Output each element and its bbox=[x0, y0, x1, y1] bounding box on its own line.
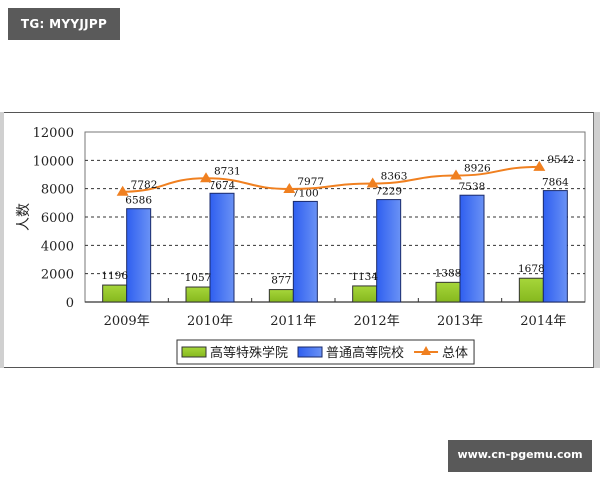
line-value-label: 7782 bbox=[131, 179, 158, 191]
bar-special bbox=[352, 285, 378, 303]
tg-badge: TG: MYYJJPP bbox=[8, 8, 120, 40]
x-tick-label: 2009年 bbox=[104, 314, 150, 329]
bar-special bbox=[518, 277, 544, 303]
bar-value-label: 7229 bbox=[375, 186, 402, 198]
triangle-marker-icon bbox=[283, 182, 296, 193]
bar-regular bbox=[542, 190, 568, 303]
y-tick-label: 2000 bbox=[41, 268, 74, 283]
bar-value-label: 7538 bbox=[459, 181, 486, 193]
legend-label: 普通高等院校 bbox=[326, 345, 404, 361]
bar-value-label: 1196 bbox=[101, 270, 128, 282]
legend-label: 总体 bbox=[442, 346, 468, 361]
legend-swatch-green bbox=[181, 346, 207, 358]
bar-value-label: 1678 bbox=[518, 263, 545, 275]
x-tick-label: 2012年 bbox=[354, 314, 400, 329]
bar-value-label: 1134 bbox=[351, 271, 378, 283]
y-tick-label: 6000 bbox=[41, 211, 74, 226]
bar-special bbox=[268, 289, 294, 303]
bar-value-label: 1388 bbox=[435, 267, 462, 279]
y-tick-label: 8000 bbox=[41, 183, 74, 198]
bar-value-label: 6586 bbox=[125, 195, 152, 207]
bar-special bbox=[185, 286, 211, 303]
legend-swatch-blue bbox=[297, 346, 323, 358]
bar-value-label: 7864 bbox=[542, 177, 569, 189]
x-tick-label: 2011年 bbox=[270, 314, 316, 329]
x-tick-label: 2014年 bbox=[520, 314, 566, 329]
bar-regular bbox=[459, 194, 485, 303]
x-tick-label: 2010年 bbox=[187, 314, 233, 329]
bar-regular bbox=[209, 192, 235, 303]
bar-regular bbox=[126, 208, 152, 303]
triangle-marker-icon bbox=[450, 169, 462, 180]
bar-value-label: 1057 bbox=[185, 272, 212, 284]
triangle-marker-icon bbox=[366, 177, 379, 188]
legend: 高等特殊学院 普通高等院校 总体 bbox=[176, 339, 475, 365]
triangle-marker-icon bbox=[116, 185, 129, 196]
bar-special bbox=[102, 284, 128, 303]
line-value-label: 8926 bbox=[464, 163, 491, 175]
triangle-marker-icon bbox=[533, 160, 546, 171]
triangle-marker-icon bbox=[200, 172, 212, 183]
y-tick-label: 12000 bbox=[33, 126, 74, 141]
line-value-label: 8363 bbox=[381, 171, 408, 183]
y-tick-label: 0 bbox=[66, 296, 74, 311]
watermark-badge: www.cn-pgemu.com bbox=[448, 440, 592, 472]
bar-value-label: 7100 bbox=[292, 187, 319, 199]
bar-value-label: 7674 bbox=[209, 179, 236, 191]
line-value-label: 7977 bbox=[297, 176, 324, 188]
x-tick-label: 2013年 bbox=[437, 314, 483, 329]
total-line bbox=[122, 165, 540, 193]
y-tick-label: 10000 bbox=[33, 154, 74, 169]
legend-label: 高等特殊学院 bbox=[210, 345, 288, 361]
line-value-label: 8731 bbox=[214, 165, 241, 177]
bar-value-label: 877 bbox=[271, 275, 291, 287]
line-value-label: 9542 bbox=[547, 154, 574, 166]
y-tick-label: 4000 bbox=[41, 239, 74, 254]
y-axis-label: 人数 bbox=[16, 203, 32, 231]
bar-regular bbox=[292, 200, 318, 303]
triangle-marker-icon bbox=[421, 346, 432, 355]
bar-regular bbox=[376, 199, 402, 303]
bar-special bbox=[435, 281, 461, 303]
